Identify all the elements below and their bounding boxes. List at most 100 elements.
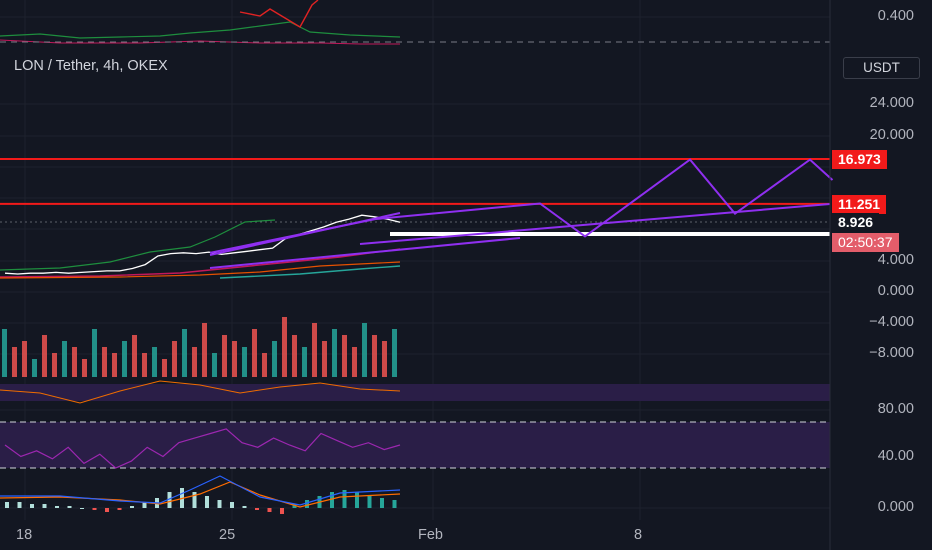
volume-bar-26 xyxy=(262,353,267,377)
macd-bar-27 xyxy=(342,490,347,508)
rsi-band xyxy=(0,422,830,468)
volume-bar-12 xyxy=(122,341,127,377)
rsi-band-top xyxy=(0,384,830,401)
x-axis-label-3: 8 xyxy=(634,527,643,543)
x-axis-label-1: 25 xyxy=(219,527,236,543)
macd-bar-6 xyxy=(80,508,84,509)
ma-green xyxy=(0,219,276,271)
macd-bar-17 xyxy=(217,500,222,508)
volume-bar-6 xyxy=(62,341,67,377)
grid-lines xyxy=(0,0,830,520)
volume-bar-10 xyxy=(102,347,107,377)
macd-bar-29 xyxy=(367,496,372,508)
volume-bar-7 xyxy=(72,347,77,377)
axis-label-price-6: 0.000 xyxy=(877,283,914,299)
rsi-line xyxy=(4,428,401,469)
axis-label-price-0: 24.000 xyxy=(869,95,914,111)
macd-bar-13 xyxy=(167,492,172,508)
axis-label-price-5: 4.000 xyxy=(877,252,914,268)
symbol-title: LON / Tether, 4h, OKEX xyxy=(14,58,168,74)
axis-label-rsi-80: 80.00 xyxy=(877,401,914,417)
macd-bar-11 xyxy=(142,502,147,508)
volume-bar-34 xyxy=(342,335,347,377)
top-indicator-panel xyxy=(0,0,830,45)
volume-bar-9 xyxy=(92,329,97,377)
volume-bar-19 xyxy=(192,347,197,377)
macd-bar-23 xyxy=(292,504,297,508)
volume-bar-23 xyxy=(232,341,237,377)
volume-bar-31 xyxy=(312,323,317,377)
volume-bar-21 xyxy=(212,353,217,377)
axis-label-price-8: −8.000 xyxy=(869,345,914,361)
macd-bar-10 xyxy=(130,506,134,508)
volume-bar-16 xyxy=(162,359,167,377)
macd-bar-2 xyxy=(30,504,34,508)
volume-bar-27 xyxy=(272,341,277,377)
volume-bar-13 xyxy=(132,335,137,377)
macd-bar-26 xyxy=(330,492,334,508)
volume-bar-1 xyxy=(12,347,17,377)
volume-bar-4 xyxy=(42,335,47,377)
macd-bar-4 xyxy=(55,506,59,508)
volume-bar-15 xyxy=(152,347,157,377)
volume-bar-0 xyxy=(2,329,7,377)
x-axis-label-0: 18 xyxy=(16,527,33,543)
volume-bar-30 xyxy=(302,347,307,377)
macd-bar-19 xyxy=(242,506,247,508)
volume-bar-11 xyxy=(112,353,117,377)
top-magenta-line xyxy=(0,39,400,45)
projection-path xyxy=(209,158,834,254)
macd-bar-5 xyxy=(67,506,72,508)
volume-bar-35 xyxy=(352,347,357,377)
macd-bar-22 xyxy=(280,508,284,514)
price-series-line xyxy=(4,214,401,275)
axis-label-macd-0: 0.000 xyxy=(877,499,914,515)
macd-bar-0 xyxy=(5,502,9,508)
volume-bar-33 xyxy=(332,329,337,377)
volume-bar-20 xyxy=(202,323,207,377)
top-green-line xyxy=(0,21,401,39)
x-axis-label-2: Feb xyxy=(418,527,443,543)
macd-bar-20 xyxy=(255,508,259,510)
macd-bar-28 xyxy=(355,492,359,508)
ma-teal xyxy=(219,265,401,279)
axis-label-rsi-40: 40.00 xyxy=(877,448,914,464)
volume-bar-37 xyxy=(372,335,377,377)
price-tag-mid-level: 11.251 xyxy=(832,195,887,214)
volume-bar-5 xyxy=(52,353,57,377)
volume-bar-18 xyxy=(182,329,187,377)
volume-bar-36 xyxy=(362,323,367,377)
macd-bar-18 xyxy=(230,502,234,508)
macd-bar-31 xyxy=(392,500,397,508)
ma-magenta xyxy=(0,248,401,278)
macd-bar-15 xyxy=(192,492,197,508)
volume-bar-28 xyxy=(282,317,287,377)
volume-bar-38 xyxy=(382,341,387,377)
price-panel[interactable] xyxy=(0,158,834,279)
volume-bar-14 xyxy=(142,353,147,377)
macd-bar-3 xyxy=(42,504,47,508)
volume-bar-32 xyxy=(322,341,327,377)
rsi-panel xyxy=(0,380,830,469)
macd-bar-7 xyxy=(92,508,97,510)
macd-bar-8 xyxy=(105,508,109,512)
projection-trendline xyxy=(359,203,831,245)
macd-bar-16 xyxy=(205,496,209,508)
macd-bar-9 xyxy=(117,508,122,510)
volume-bar-2 xyxy=(22,341,27,377)
price-tag-upper-level: 16.973 xyxy=(832,150,887,169)
volume-bar-24 xyxy=(242,347,247,377)
currency-button[interactable]: USDT xyxy=(843,57,920,79)
channel-lower xyxy=(209,237,521,269)
top-red-line xyxy=(239,0,319,28)
volume-bar-25 xyxy=(252,329,257,377)
volume-bar-22 xyxy=(222,335,227,377)
macd-bar-30 xyxy=(380,498,384,508)
macd-line xyxy=(0,475,401,506)
volume-bar-8 xyxy=(82,359,87,377)
macd-bar-1 xyxy=(17,502,22,508)
volume-bar-17 xyxy=(172,341,177,377)
axis-label-price-1: 20.000 xyxy=(869,127,914,143)
countdown-tag: 02:50:37 xyxy=(832,233,899,252)
